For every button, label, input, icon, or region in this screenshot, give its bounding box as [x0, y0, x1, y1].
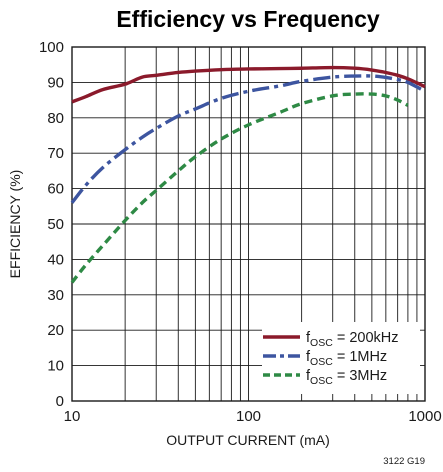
y-tick-label: 60 [47, 181, 64, 198]
legend-background [262, 322, 420, 394]
x-tick-label: 10 [64, 408, 81, 425]
y-tick-label: 10 [47, 358, 64, 375]
series-line-1 [71, 65, 426, 104]
y-tick-label: 80 [47, 110, 64, 127]
y-tick-label: 0 [56, 393, 64, 410]
chart-title: Efficiency vs Frequency [116, 6, 380, 32]
x-axis-label: OUTPUT CURRENT (mA) [166, 432, 330, 448]
legend-label-3: fOSC = 3MHz [306, 368, 387, 387]
legend-label-2: fOSC = 1MHz [306, 349, 387, 368]
y-tick-label: 50 [47, 216, 64, 233]
y-tick-label: 30 [47, 287, 64, 304]
legend-label-1: fOSC = 200kHz [306, 330, 399, 349]
y-tick-label: 40 [47, 251, 64, 268]
figure-code: 3122 G19 [383, 456, 425, 467]
plot-frame [71, 46, 426, 402]
series-line-2 [70, 74, 426, 204]
x-tick-label: 100 [236, 408, 261, 425]
y-tick-label: 90 [47, 74, 64, 91]
y-tick-label: 70 [47, 145, 64, 162]
y-axis-label: EFFICIENCY (%) [7, 170, 23, 279]
y-tick-label: 100 [39, 39, 64, 56]
x-tick-label: 1000 [408, 408, 441, 425]
series-lines [70, 65, 426, 284]
series-line-3 [70, 92, 409, 284]
y-tick-label: 20 [47, 322, 64, 339]
